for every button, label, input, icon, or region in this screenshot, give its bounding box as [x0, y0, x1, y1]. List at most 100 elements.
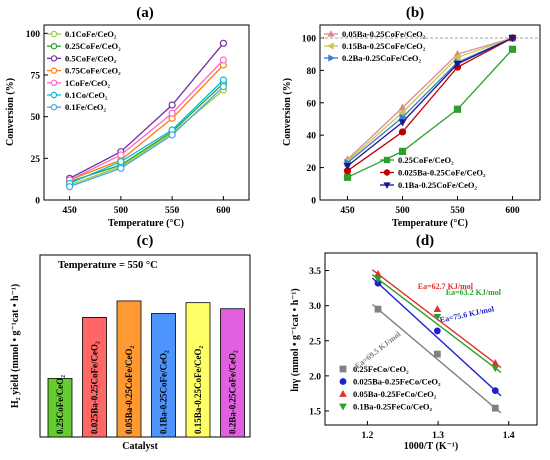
y-tick-label: 0: [35, 197, 40, 207]
legend-label-0-05ba-0-25feco-ceo: 0.05Ba-0.25FeCo/CeO₂: [353, 389, 437, 399]
legend-label-0-25cofe-ceo: 0.25CoFe/CeO₂: [398, 155, 454, 165]
y-tick-label: 50: [31, 113, 41, 123]
series-line-0-1fe-ceo: [69, 86, 224, 188]
data-point-0-5cofe-ceo: [219, 39, 227, 47]
legend-marker-0-1ba-0-25cofe-ceo: [383, 182, 391, 189]
y-tick-label: 80: [307, 67, 317, 77]
series-line-0-15ba-0-25cofe-ceo: [347, 37, 513, 162]
panel-b-ylabel: Conversion (%): [282, 78, 293, 146]
y-tick-label: 3.0: [309, 302, 321, 312]
legend-marker-1cofe-ceo: [50, 79, 58, 87]
data-point-0-25feco-ceo: [374, 305, 382, 313]
panel-c-title: (c): [137, 233, 154, 249]
series-line-0-75cofe-ceo: [69, 64, 224, 181]
x-tick-label: 1.4: [503, 431, 515, 441]
panel-a-ylabel: Conversion (%): [5, 78, 16, 146]
legend-label-0-1ba-0-25feco-ceo: 0.1Ba-0.25FeCo/CeO₂: [353, 402, 432, 412]
legend-marker-0-05ba-0-25feco-ceo: [339, 389, 347, 397]
legend-label-0-1fe-ceo: 0.1Fe/CeO₂: [65, 102, 106, 112]
data-point-0-15ba-0-25cofe-ceo: [398, 108, 406, 117]
legend-label-0-15ba-0-25cofe-ceo: 0.15Ba-0.25CoFe/CeO₂: [342, 41, 426, 51]
y-tick-label: 60: [307, 99, 317, 109]
bar-label-0-2ba-0-25cofe-ceo: 0.2Ba-0.25CoFe/CeO₂: [228, 350, 238, 434]
legend-label-0-25cofe-ceo: 0.25CoFe/CeO₂: [65, 41, 121, 51]
data-point-0-25cofe-ceo: [398, 147, 407, 155]
legend-marker-0-05ba-0-25cofe-ceo: [327, 30, 335, 37]
bar-0-025ba-0-25cofe-ceo: [82, 316, 107, 438]
fit-line-0-025ba-0-25feco-ceo: [371, 277, 502, 397]
series-line-1cofe-ceo: [69, 59, 224, 181]
legend-label-0-1cofe-ceo: 0.1CoFe/CeO₂: [65, 29, 117, 39]
legend-label-0-1co-ceo: 0.1Co/CeO₂: [65, 90, 108, 100]
data-point-0-025ba-0-25feco-ceo: [433, 327, 441, 335]
data-point-0-25feco-ceo: [491, 404, 499, 412]
panel-c: (c) Temperature = 550 °C 0.25CoFe/CeO₂ 0.…: [10, 233, 251, 452]
legend-label-0-025ba-0-25cofe-ceo: 0.025Ba-0.25CoFe/CeO₂: [398, 168, 486, 178]
legend-marker-0-2ba-0-25cofe-ceo: [328, 54, 335, 62]
legend-marker-0-1ba-0-25feco-ceo: [339, 403, 347, 411]
bar-label-0-15ba-0-25cofe-ceo: 0.15Ba-0.25CoFe/CeO₂: [193, 346, 203, 434]
legend-label-0-75cofe-ceo: 0.75CoFe/CeO₂: [65, 66, 121, 76]
fit-line-0-1ba-0-25feco-ceo: [371, 274, 502, 373]
activation-energy-0-025ba-0-25feco-ceo: Ea=75.6 KJ/mol: [439, 304, 496, 324]
series-line-0-1ba-0-25cofe-ceo: [347, 37, 513, 167]
fit-line-0-25feco-ceo: [371, 303, 502, 414]
series-line-0-25cofe-ceo: [69, 82, 224, 183]
bar-0-2ba-0-25cofe-ceo: [220, 308, 245, 438]
data-point-0-1fe-ceo: [117, 164, 125, 172]
data-point-0-025ba-0-25cofe-ceo: [398, 128, 407, 136]
x-tick-label: 500: [114, 206, 129, 216]
data-point-1cofe-ceo: [117, 151, 125, 159]
data-point-0-05ba-0-25cofe-ceo: [398, 103, 407, 111]
data-point-0-2ba-0-25cofe-ceo: [399, 113, 407, 122]
bar-0-25cofe-ceo: [47, 378, 73, 438]
data-point-0-05ba-0-25feco-ceo: [433, 305, 442, 313]
legend-label-1cofe-ceo: 1CoFe/CeO₂: [65, 78, 110, 88]
y-tick-label: 3.5: [309, 267, 321, 277]
x-tick-label: 450: [63, 206, 78, 216]
data-point-0-5cofe-ceo: [168, 101, 176, 109]
series-line-0-25cofe-ceo: [347, 48, 513, 178]
data-point-0-1ba-0-25feco-ceo: [491, 365, 500, 373]
data-point-0-25cofe-ceo: [508, 45, 517, 53]
legend-marker-0-5cofe-ceo: [50, 55, 58, 62]
data-point-0-1fe-ceo: [66, 183, 74, 191]
data-point-1cofe-ceo: [219, 56, 227, 64]
bar-label-0-025ba-0-25cofe-ceo: 0.025Ba-0.25CoFe/CeO₂: [90, 341, 100, 434]
legend-marker-0-1cofe-ceo: [50, 30, 58, 38]
y-tick-label: 20: [307, 164, 317, 174]
panel-a-title: (a): [136, 5, 154, 21]
panel-b-title: (b): [406, 5, 424, 21]
y-tick-label: 1.5: [309, 407, 321, 417]
data-point-0-1co-ceo: [219, 76, 227, 84]
data-point-0-1ba-0-25cofe-ceo: [453, 60, 462, 69]
data-point-0-25cofe-ceo: [343, 173, 352, 181]
panel-c-annotation: Temperature = 550 °C: [58, 260, 158, 271]
panel-a: (a) 450 500 550 600 0 25 50 75 100 0.1CoFe/CeO₂ 0…: [5, 5, 250, 229]
legend-marker-0-1fe-ceo: [50, 103, 58, 111]
bar-0-15ba-0-25cofe-ceo: [185, 302, 211, 438]
panel-b-xlabel: Temperature (°C): [392, 218, 468, 229]
legend-label-0-5cofe-ceo: 0.5CoFe/CeO₂: [65, 53, 117, 63]
panel-d-frame: [324, 252, 538, 426]
series-line-0-5cofe-ceo: [69, 42, 224, 179]
legend-marker-0-025ba-0-25feco-ceo: [339, 378, 347, 385]
x-tick-label: 600: [216, 206, 231, 216]
data-point-0-1ba-0-25feco-ceo: [433, 314, 442, 321]
y-tick-label: 100: [302, 34, 317, 44]
data-point-1cofe-ceo: [168, 109, 176, 117]
series-line-0-05ba-0-25cofe-ceo: [347, 37, 513, 160]
y-tick-label: 2.0: [309, 372, 321, 382]
series-line-0-025ba-0-25cofe-ceo: [347, 37, 513, 172]
legend-marker-0-1co-ceo: [50, 91, 58, 99]
legend-label-0-05ba-0-25cofe-ceo: 0.05Ba-0.25CoFe/CeO₂: [342, 29, 426, 39]
x-tick-label: 550: [450, 206, 465, 216]
activation-energy-0-05ba-0-25feco-ceo: Ea=62.7 KJ/mol: [418, 282, 474, 291]
data-point-0-25feco-ceo: [433, 350, 441, 358]
legend-marker-0-25cofe-ceo: [383, 156, 391, 164]
activation-energy-0-1ba-0-25feco-ceo: Ea=63.2 KJ/mol: [446, 288, 502, 297]
legend-label-0-2ba-0-25cofe-ceo: 0.2Ba-0.25CoFe/CeO₂: [342, 53, 421, 63]
x-tick-label: 500: [395, 206, 410, 216]
legend-marker-0-15ba-0-25cofe-ceo: [327, 42, 334, 50]
